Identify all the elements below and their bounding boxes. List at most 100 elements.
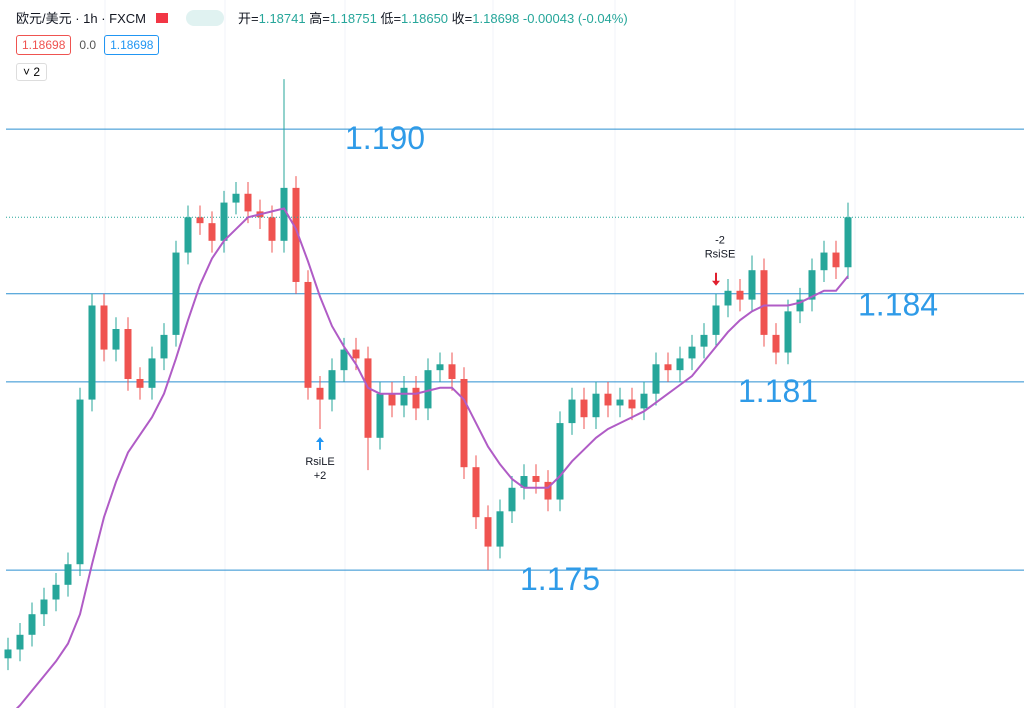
- candle-body: [844, 217, 852, 268]
- candle-body: [820, 252, 828, 271]
- candle-body: [796, 299, 804, 312]
- candle-body: [580, 399, 588, 418]
- candle-body: [88, 305, 96, 400]
- buy-button[interactable]: 1.18698: [104, 35, 160, 55]
- candle-body: [484, 517, 492, 547]
- candle-body: [604, 393, 612, 406]
- label: 开=: [238, 11, 259, 26]
- candle-body: [832, 252, 840, 268]
- candle-body: [772, 334, 780, 353]
- candle-body: [436, 364, 444, 371]
- badges: 1.18698 0.0 1.18698: [16, 35, 160, 55]
- value: 1.18741: [258, 11, 306, 26]
- candle-body: [568, 399, 576, 424]
- candle-body: [76, 399, 84, 565]
- candle-body: [232, 193, 240, 203]
- candle-body: [448, 364, 456, 379]
- candle-body: [700, 334, 708, 347]
- value: 1.18650: [401, 11, 449, 26]
- count: 2: [33, 65, 41, 79]
- candle-body: [4, 649, 12, 659]
- label: 收=: [451, 11, 473, 26]
- candle-body: [496, 511, 504, 547]
- candle-body: [160, 334, 168, 359]
- signal-arrow: [712, 272, 720, 286]
- candle-body: [640, 393, 648, 409]
- signal-arrow: [316, 436, 324, 450]
- candle-body: [520, 476, 528, 488]
- candle-body: [508, 487, 516, 512]
- sell-button[interactable]: 1.18698: [16, 35, 72, 55]
- level-label: 1.190: [345, 120, 425, 156]
- candle-body: [172, 252, 180, 335]
- candle-body: [592, 393, 600, 418]
- candle-body: [328, 370, 336, 400]
- level-label: 1.175: [520, 561, 600, 597]
- spread: 0.0: [79, 38, 97, 52]
- candle-body: [16, 634, 24, 650]
- candle-body: [304, 281, 312, 388]
- candle-body: [688, 346, 696, 359]
- candle-body: [112, 329, 120, 350]
- candle-body: [616, 399, 624, 406]
- candle-body: [712, 305, 720, 335]
- candle-body: [556, 423, 564, 500]
- candle-body: [412, 387, 420, 409]
- candle-body: [724, 290, 732, 306]
- level-label: 1.184: [858, 287, 938, 323]
- candle-body: [760, 270, 768, 335]
- legend-header: 欧元/美元 · 1h · FXCM 开=1.18741 高=1.18751 低=…: [16, 8, 628, 27]
- candle-body: [352, 349, 360, 359]
- candle-body: [748, 270, 756, 300]
- candle-body: [244, 193, 252, 212]
- candle-body: [376, 393, 384, 438]
- candle-body: [808, 270, 816, 300]
- candle-body: [400, 387, 408, 406]
- candle-body: [340, 349, 348, 371]
- candle-body: [472, 467, 480, 518]
- candle-body: [64, 564, 72, 585]
- candle-body: [40, 599, 48, 615]
- candle-body: [628, 399, 636, 409]
- candle-body: [136, 378, 144, 388]
- value: 1.18698: [472, 11, 520, 26]
- indicators-toggle[interactable]: ˅ 2: [16, 63, 48, 81]
- candle-body: [28, 614, 36, 635]
- candle-body: [220, 202, 228, 241]
- signal-qty: -2: [715, 235, 725, 247]
- candle-body: [148, 358, 156, 388]
- candle-body: [268, 217, 276, 241]
- symbol[interactable]: 欧元/美元 · 1h · FXCM: [16, 11, 147, 26]
- candle-body: [544, 481, 552, 500]
- candle-body: [664, 364, 672, 371]
- candle-body: [364, 358, 372, 438]
- signal-name: RsiSE: [705, 249, 736, 261]
- candle-body: [196, 217, 204, 224]
- flag: [156, 12, 169, 23]
- candle-body: [460, 378, 468, 468]
- candle-body: [676, 358, 684, 371]
- signal-name: RsiLE: [305, 456, 334, 468]
- candle-body: [652, 364, 660, 394]
- toggle[interactable]: [186, 9, 225, 26]
- candle-body: [736, 290, 744, 300]
- candle-body: [424, 370, 432, 409]
- candle-body: [208, 223, 216, 241]
- candle-body: [784, 311, 792, 353]
- signal-qty: +2: [314, 470, 327, 482]
- value: 1.18751: [329, 11, 377, 26]
- moving-average: [15, 207, 849, 708]
- level-label: 1.181: [738, 373, 818, 409]
- label: 低=: [380, 11, 402, 26]
- candle-body: [124, 329, 132, 379]
- candle-body: [184, 217, 192, 253]
- candle-body: [52, 584, 60, 600]
- label: 高=: [309, 11, 330, 26]
- change: -0.00043 (-0.04%): [522, 11, 628, 26]
- candle-body: [316, 387, 324, 400]
- candle-body: [388, 393, 396, 406]
- candle-body: [292, 187, 300, 282]
- candle-body: [100, 305, 108, 350]
